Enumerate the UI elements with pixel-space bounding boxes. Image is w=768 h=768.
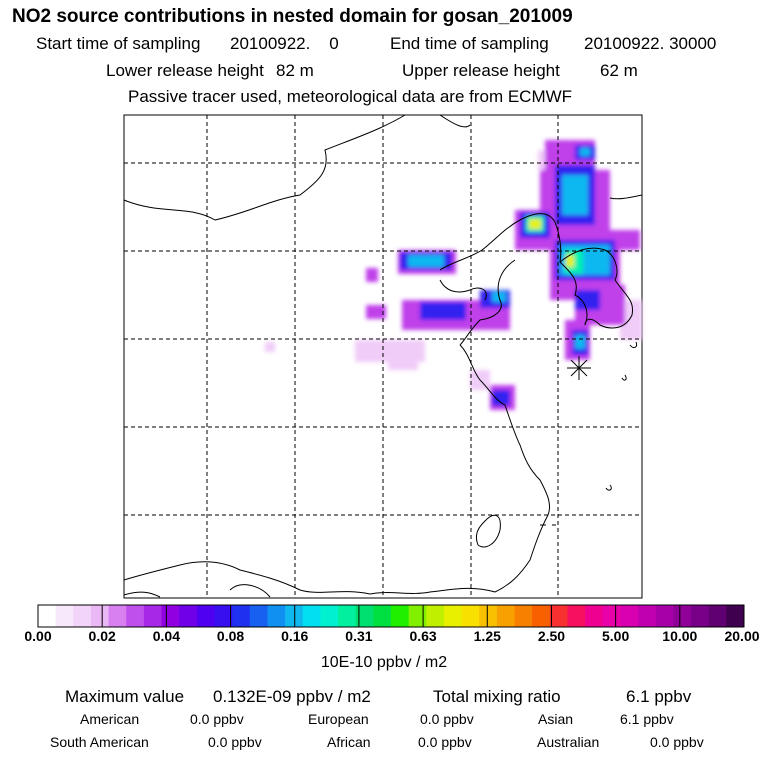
- plume-layer: [265, 140, 642, 410]
- colorbar-cell: [461, 605, 480, 627]
- colorbar-cell: [638, 605, 657, 627]
- colorbar-tick-label: 0.63: [409, 628, 437, 644]
- region-name: South American: [50, 734, 149, 750]
- colorbar-cell: [126, 605, 145, 627]
- colorbar-tick-label: 5.00: [602, 628, 630, 644]
- colorbar-cell: [391, 605, 410, 627]
- end-time-value: 20100922. 30000: [584, 34, 717, 53]
- start-time-value: 20100922. 0: [230, 34, 339, 53]
- colorbar-cell: [514, 605, 533, 627]
- total-mixing-value: 6.1 ppbv: [626, 687, 692, 706]
- colorbar-tick-label: 1.25: [473, 628, 501, 644]
- colorbar-tick-label: 0.31: [345, 628, 373, 644]
- colorbar-tick-label: 0.02: [88, 628, 116, 644]
- region-value: 6.1 ppbv: [620, 711, 674, 727]
- region-name: African: [327, 734, 371, 750]
- colorbar-tick-label: 0.04: [152, 628, 180, 644]
- colorbar-cell: [602, 605, 621, 627]
- colorbar-cell: [214, 605, 233, 627]
- colorbar-cell: [496, 605, 516, 627]
- colorbar-cell: [285, 605, 304, 627]
- region-name: Australian: [537, 734, 600, 750]
- colorbar-cell: [108, 605, 127, 627]
- colorbar-cell: [38, 605, 57, 627]
- colorbar-cell: [479, 605, 498, 627]
- lower-release-label: Lower release height: [106, 61, 264, 80]
- colorbar-cell: [302, 605, 321, 627]
- gridlines: [124, 115, 642, 598]
- upper-release-value: 62 m: [600, 61, 638, 80]
- receptor-star-icon: [567, 356, 591, 380]
- region-value: 0.0 ppbv: [190, 711, 244, 727]
- colorbar-cell: [161, 605, 180, 627]
- end-time-label: End time of sampling: [390, 34, 549, 53]
- region-name: Asian: [538, 711, 574, 727]
- colorbar-cell: [426, 605, 445, 627]
- colorbar-cell: [655, 605, 674, 627]
- region-value: 0.0 ppbv: [208, 734, 262, 750]
- total-mixing-label: Total mixing ratio: [433, 687, 561, 706]
- colorbar-cell: [408, 605, 427, 627]
- colorbar-cell: [249, 605, 268, 627]
- colorbar-cell: [691, 605, 710, 627]
- colorbar-tick-label: 10.00: [662, 628, 698, 644]
- colorbar-tick-label: 0.16: [281, 628, 309, 644]
- start-time-label: Start time of sampling: [36, 34, 201, 53]
- colorbar-cell: [267, 605, 286, 627]
- colorbar-cell: [320, 605, 339, 627]
- colorbar-cell: [73, 605, 92, 627]
- colorbar-cell: [338, 605, 357, 627]
- plume-fringe: [265, 150, 642, 390]
- chart-title: NO2 source contributions in nested domai…: [12, 6, 573, 27]
- colorbar-cell: [620, 605, 639, 627]
- lower-release-value: 82 m: [276, 61, 314, 80]
- colorbar-tick-label: 2.50: [537, 628, 566, 644]
- colorbar-cell: [179, 605, 198, 627]
- colorbar-cell: [567, 605, 586, 627]
- colorbar-cell: [708, 605, 727, 627]
- met-data-note: Passive tracer used, meteorological data…: [128, 87, 573, 106]
- plume-yellow: [529, 219, 574, 267]
- colorbar-tick-label: 0.08: [216, 628, 245, 644]
- colorbar-unit: 10E-10 ppbv / m2: [320, 654, 448, 671]
- colorbar-cell: [196, 605, 215, 627]
- colorbar-cell: [355, 605, 374, 627]
- colorbar-tick-label: 20.00: [724, 628, 760, 644]
- region-value: 0.0 ppbv: [418, 734, 472, 750]
- colorbar-frame: [37, 604, 745, 628]
- colorbar-cell: [673, 605, 692, 627]
- max-value: 0.132E-09 ppbv / m2: [213, 687, 371, 706]
- region-name: American: [80, 711, 140, 727]
- region-value: 0.0 ppbv: [420, 711, 474, 727]
- colorbar-cell: [373, 605, 392, 627]
- colorbar-cell: [726, 605, 745, 627]
- colorbar-cell: [532, 605, 551, 627]
- colorbar: [37, 604, 745, 628]
- colorbar-cell: [90, 605, 110, 627]
- region-value: 0.0 ppbv: [650, 734, 704, 750]
- upper-release-label: Upper release height: [402, 61, 560, 80]
- colorbar-cell: [143, 605, 163, 627]
- colorbar-cell: [232, 605, 251, 627]
- colorbar-cell: [443, 605, 463, 627]
- colorbar-tick-label: 0.00: [24, 628, 52, 644]
- colorbar-cell: [55, 605, 74, 627]
- colorbar-cell: [549, 605, 568, 627]
- max-value-label: Maximum value: [65, 687, 185, 706]
- colorbar-cell: [585, 605, 604, 627]
- region-name: European: [308, 711, 369, 727]
